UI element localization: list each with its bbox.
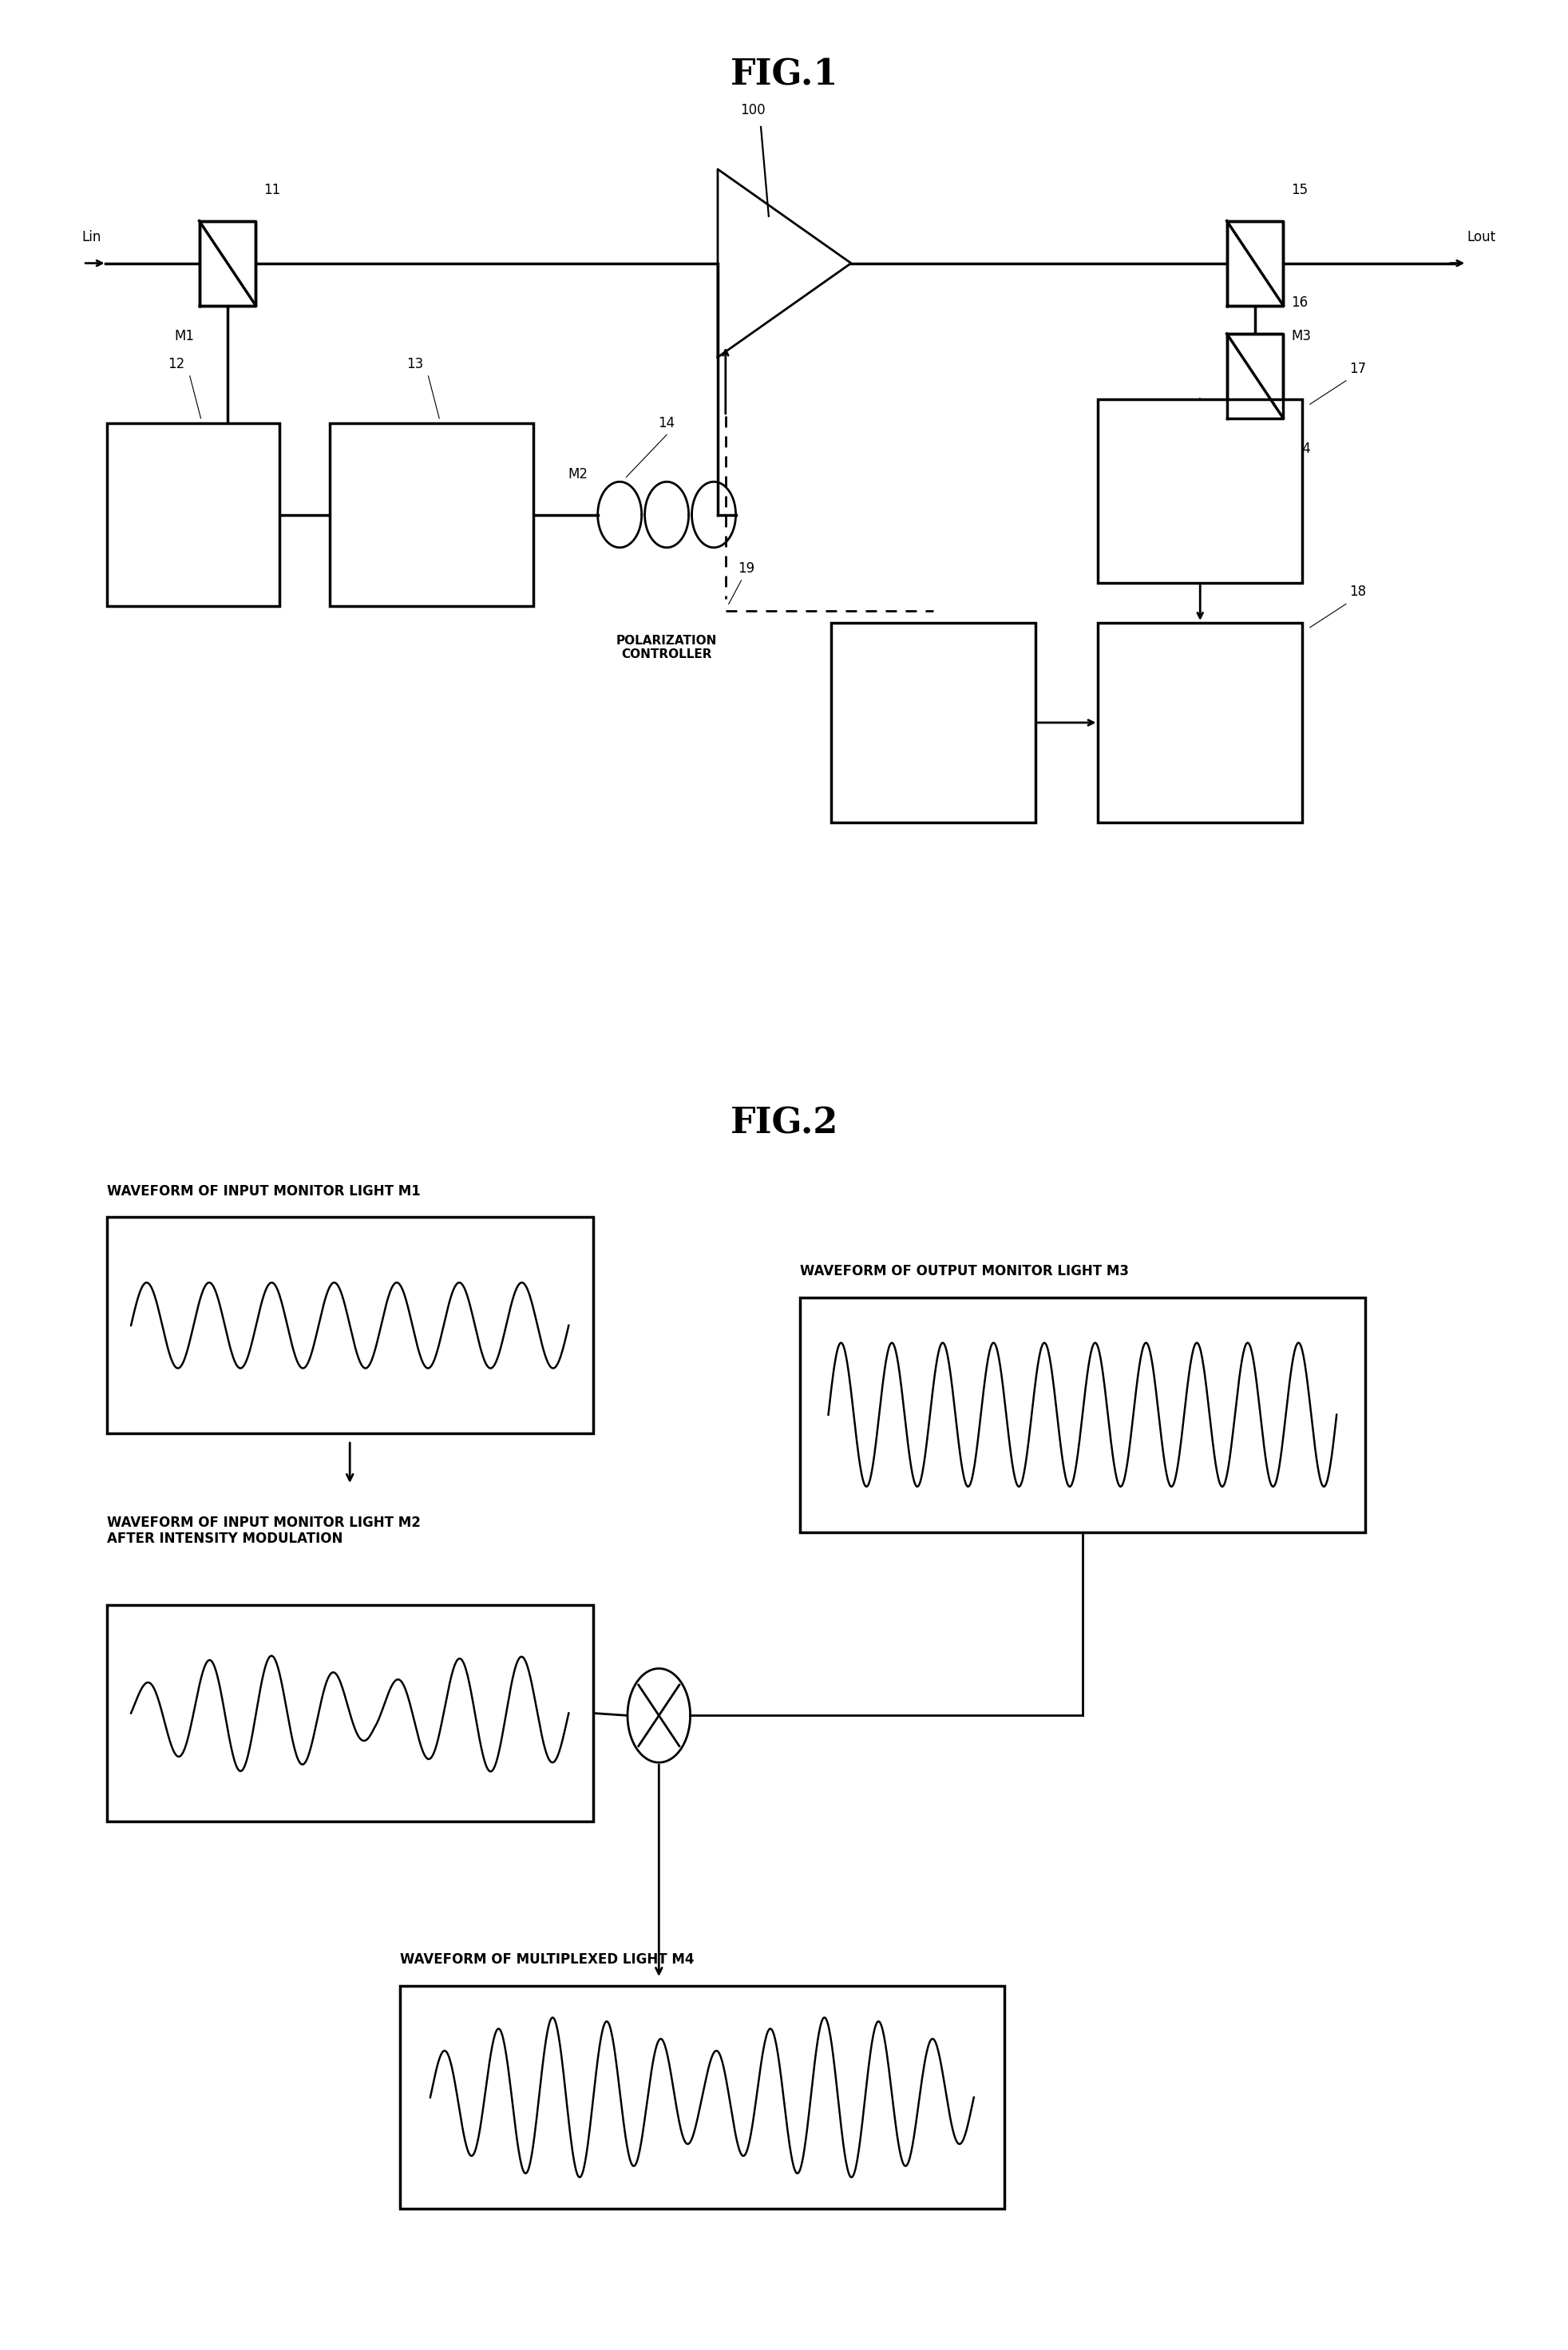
Text: WAVEFORM OF INPUT MONITOR LIGHT M1: WAVEFORM OF INPUT MONITOR LIGHT M1 bbox=[107, 1184, 420, 1198]
Bar bbox=[1098, 623, 1301, 822]
Text: WAVEFORM OF OUTPUT MONITOR LIGHT M3: WAVEFORM OF OUTPUT MONITOR LIGHT M3 bbox=[800, 1264, 1129, 1278]
Text: Lout: Lout bbox=[1466, 230, 1494, 244]
Text: 11: 11 bbox=[263, 183, 281, 197]
Text: M3: M3 bbox=[1290, 329, 1311, 343]
Bar bbox=[1098, 400, 1301, 583]
Text: FIG.1: FIG.1 bbox=[731, 59, 837, 92]
Text: M4: M4 bbox=[1290, 442, 1311, 456]
Bar bbox=[329, 423, 533, 606]
Text: 12: 12 bbox=[168, 357, 185, 371]
Bar bbox=[107, 1605, 593, 1821]
Text: POLARIZATION
CONTROLLER: POLARIZATION CONTROLLER bbox=[616, 634, 717, 660]
Text: PHASE
SHIFTER: PHASE SHIFTER bbox=[165, 501, 221, 529]
Text: FIG.2: FIG.2 bbox=[731, 1107, 837, 1140]
Text: M1: M1 bbox=[174, 329, 194, 343]
Text: 19: 19 bbox=[739, 562, 754, 576]
Text: 15: 15 bbox=[1290, 183, 1308, 197]
Polygon shape bbox=[627, 1668, 690, 1762]
Text: 18: 18 bbox=[1348, 585, 1366, 599]
Bar bbox=[800, 1297, 1364, 1532]
Polygon shape bbox=[718, 169, 850, 357]
Text: 13: 13 bbox=[406, 357, 423, 371]
Text: OPTICAL
DETECTOR: OPTICAL DETECTOR bbox=[1163, 477, 1236, 505]
Text: 16: 16 bbox=[1290, 296, 1308, 310]
Bar bbox=[107, 1217, 593, 1434]
Text: 14: 14 bbox=[659, 416, 674, 430]
Text: 100: 100 bbox=[740, 103, 765, 118]
Text: GAIN
DETECTION
CIRCUIT: GAIN DETECTION CIRCUIT bbox=[894, 703, 972, 743]
Polygon shape bbox=[199, 221, 256, 306]
Bar bbox=[107, 423, 279, 606]
Text: INTENSITY
MODULATOR: INTENSITY MODULATOR bbox=[387, 501, 475, 529]
Text: 17: 17 bbox=[1348, 362, 1366, 376]
Text: WAVEFORM OF MULTIPLEXED LIGHT M4: WAVEFORM OF MULTIPLEXED LIGHT M4 bbox=[400, 1953, 695, 1967]
Text: M2: M2 bbox=[568, 468, 588, 482]
Text: Lin: Lin bbox=[82, 230, 100, 244]
Polygon shape bbox=[1226, 221, 1283, 306]
Text: FREQUENCY
CUTOFF
FILTER: FREQUENCY CUTOFF FILTER bbox=[1159, 703, 1240, 743]
Bar bbox=[831, 623, 1035, 822]
Polygon shape bbox=[1226, 334, 1283, 418]
Text: WAVEFORM OF INPUT MONITOR LIGHT M2
AFTER INTENSITY MODULATION: WAVEFORM OF INPUT MONITOR LIGHT M2 AFTER… bbox=[107, 1516, 420, 1546]
Bar bbox=[400, 1986, 1004, 2209]
